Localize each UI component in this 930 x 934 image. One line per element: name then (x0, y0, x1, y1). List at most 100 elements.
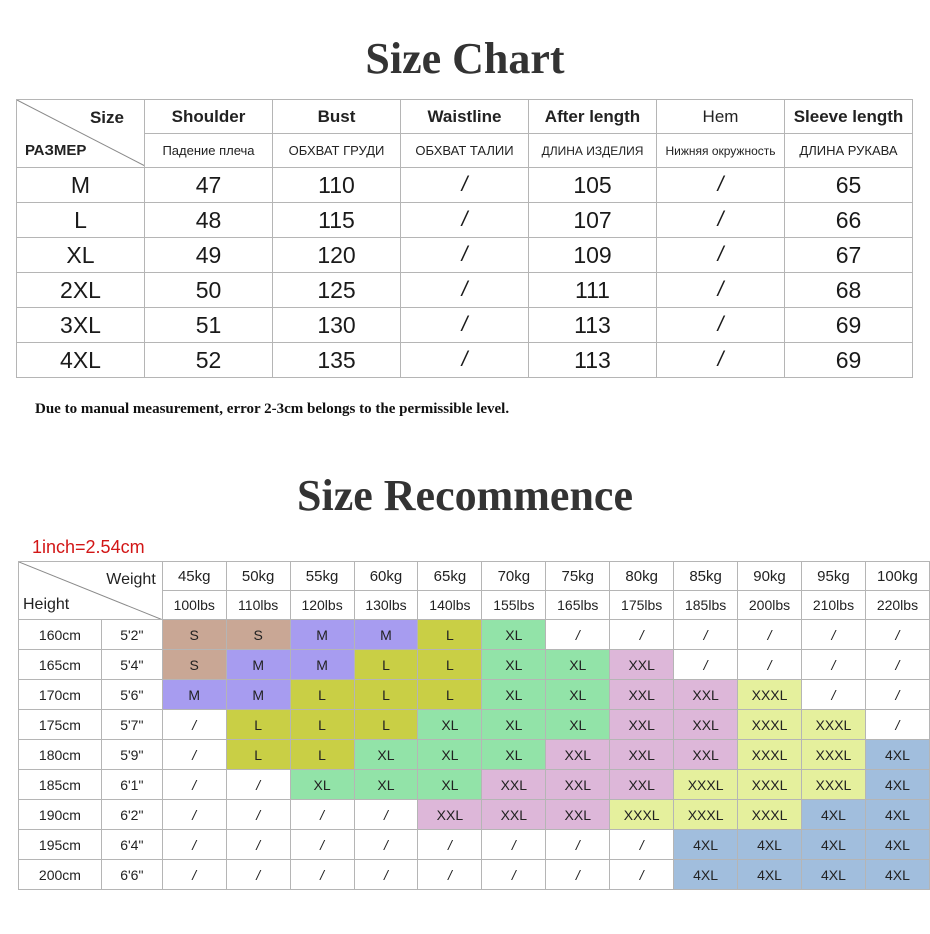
size-label-cell: L (16, 202, 145, 238)
size-recommendation-cell: XXXL (737, 679, 802, 710)
height-cm-cell: 195cm (18, 829, 102, 860)
measurement-cell: / (656, 202, 785, 238)
weight-lbs-header: 130lbs (353, 590, 419, 620)
weight-lbs-header: 185lbs (673, 590, 739, 620)
weight-lbs-header: 110lbs (225, 590, 291, 620)
size-recommendation-cell: XL (289, 769, 355, 800)
height-ft-cell: 6'2" (100, 799, 163, 830)
size-recommendation-cell: / (673, 619, 739, 650)
size-label-cell: M (16, 167, 145, 203)
size-recommendation-cell: S (225, 619, 291, 650)
weight-kg-header: 70kg (481, 561, 547, 591)
height-row: 165cm 5'4" S M M L L XL XL XXL / / / / (18, 649, 930, 680)
size-recommendation-cell: / (864, 709, 930, 740)
size-recommendation-cell: 4XL (800, 799, 866, 830)
measurement-cell: 68 (784, 272, 913, 308)
size-recommendation-cell: / (161, 859, 227, 890)
height-ft-cell: 6'1" (100, 769, 163, 800)
size-recommendation-cell: / (289, 829, 355, 860)
measurement-cell: 115 (272, 202, 401, 238)
col-header-hem: Hem (656, 99, 785, 134)
col-header-bust: Bust (272, 99, 401, 134)
measurement-cell: 69 (784, 307, 913, 343)
measurement-cell: 69 (784, 342, 913, 378)
size-row: 2XL 50 125/111/68 (16, 272, 913, 308)
height-row: 185cm 6'1" / / XL XL XL XXL XXL XXL XXXL XXXL XXXL 4X… (18, 769, 930, 800)
size-recommendation-cell: L (417, 619, 483, 650)
measurement-cell: 52 (144, 342, 273, 378)
measurement-cell: / (656, 342, 785, 378)
size-recommendation-cell: L (353, 709, 419, 740)
size-recommendation-cell: XL (417, 769, 483, 800)
weight-lbs-header: 210lbs (800, 590, 866, 620)
size-recommendation-cell: XXL (481, 769, 547, 800)
size-recommendation-cell: XXXL (609, 799, 675, 830)
weight-kg-header: 90kg (737, 561, 802, 591)
measurement-cell: 120 (272, 237, 401, 273)
size-recommendation-cell: XXXL (737, 739, 802, 770)
weight-kg-header: 80kg (609, 561, 675, 591)
height-row: 195cm 6'4" / / / / / / //4XL 4XL 4XL 4XL (18, 829, 930, 860)
size-recommendation-cell: / (417, 829, 483, 860)
weight-lbs-header: 140lbs (417, 590, 483, 620)
height-ft-cell: 6'4" (100, 829, 163, 860)
size-recommendation-cell: XXXL (800, 769, 866, 800)
weight-lbs-header: 220lbs (864, 590, 930, 620)
size-recommendation-cell: / (161, 739, 227, 770)
size-recommendation-cell: / (353, 859, 419, 890)
height-cm-cell: 175cm (18, 709, 102, 740)
size-recommendation-cell: / (353, 829, 419, 860)
size-recommendation-cell: XXXL (737, 799, 802, 830)
diagonal-line (19, 562, 161, 619)
weight-kg-header: 50kg (225, 561, 291, 591)
size-recommendation-cell: XXXL (673, 799, 739, 830)
measurement-cell: / (400, 237, 529, 273)
size-recommendation-cell: XXL (609, 649, 675, 680)
size-corner-cell: Size РАЗМЕР (16, 99, 145, 168)
measurement-cell: / (400, 167, 529, 203)
size-label-cell: 3XL (16, 307, 145, 343)
size-recommendation-cell: XXXL (800, 739, 866, 770)
size-recommendation-cell: L (417, 679, 483, 710)
measurement-cell: / (400, 202, 529, 238)
weight-kg-header: 45kg (161, 561, 227, 591)
size-recommendation-cell: L (225, 739, 291, 770)
col-subheader-waistline: ОБХВАТ ТАЛИИ (400, 133, 529, 168)
size-recommendation-cell: 4XL (800, 829, 866, 860)
col-subheader-bust: ОБХВАТ ГРУДИ (272, 133, 401, 168)
measurement-cell: 51 (144, 307, 273, 343)
measurement-cell: 66 (784, 202, 913, 238)
size-recommendation-cell: L (225, 709, 291, 740)
height-row: 175cm 5'7" / L L L XL XL XL XXL XXL XXXL XXXL / (18, 709, 930, 740)
size-recommendation-cell: 4XL (737, 859, 802, 890)
size-recommendation-cell: / (609, 619, 675, 650)
weight-lbs-header: 165lbs (545, 590, 611, 620)
measurement-cell: 48 (144, 202, 273, 238)
size-recommendation-cell: / (225, 769, 291, 800)
measurement-cell: / (656, 272, 785, 308)
size-recommendation-cell: M (225, 649, 291, 680)
size-recommendation-cell: M (289, 619, 355, 650)
height-weight-corner-cell: Weight Height (18, 561, 163, 620)
weight-corner-label: Weight (106, 571, 156, 588)
size-recommendation-cell: XXL (673, 679, 739, 710)
size-recommendation-cell: / (545, 859, 611, 890)
size-recommendation-cell: / (161, 799, 227, 830)
measurement-cell: 49 (144, 237, 273, 273)
size-recommendation-cell: L (289, 739, 355, 770)
size-recommendation-cell: M (289, 649, 355, 680)
weight-lbs-header: 200lbs (737, 590, 802, 620)
height-row: 180cm 5'9" / L L XL XL XL XXL XXL XXL XXXL XXXL 4XL (18, 739, 930, 770)
weight-kg-header: 75kg (545, 561, 611, 591)
size-recommendation-cell: XL (353, 769, 419, 800)
height-cm-cell: 190cm (18, 799, 102, 830)
size-recommendation-cell: / (161, 709, 227, 740)
size-recommendation-cell: / (225, 799, 291, 830)
size-row: 4XL 52 135/113/69 (16, 342, 913, 378)
size-recommendation-cell: 4XL (864, 829, 930, 860)
size-chart-table: Size РАЗМЕР Shoulder Bust Waistline Afte… (16, 99, 913, 378)
size-recommendation-cell: / (545, 829, 611, 860)
measurement-note: Due to manual measurement, error 2-3cm b… (35, 401, 510, 417)
inch-conversion-note: 1inch=2.54cm (32, 537, 145, 557)
size-row: L 48 115/107/66 (16, 202, 913, 238)
